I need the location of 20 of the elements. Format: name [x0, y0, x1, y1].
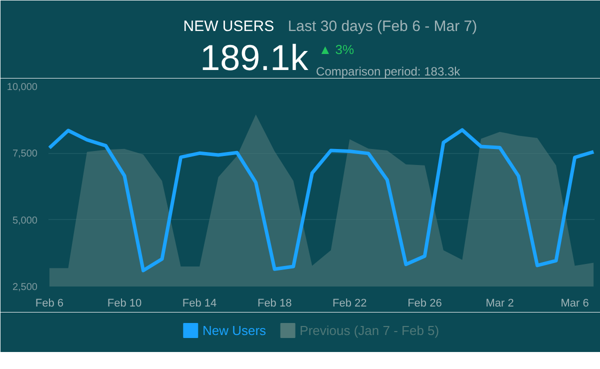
text: ▲ 3%	[318, 42, 354, 57]
y-tick-label: 2,500	[12, 282, 38, 293]
x-tick-label: Feb 18	[257, 298, 292, 310]
chart-title: NEW USERS	[183, 18, 274, 35]
x-tick-label: Feb 10	[107, 298, 142, 310]
x-tick-label: Mar 6	[560, 298, 589, 310]
legend-label: Previous (Jan 7 - Feb 5)	[300, 323, 440, 338]
y-tick-label: 10,000	[6, 82, 38, 93]
x-tick-label: Feb 26	[408, 298, 442, 310]
y-tick-label: 5,000	[12, 215, 38, 226]
x-tick-label: Mar 2	[486, 298, 514, 310]
y-tick-label: 7,500	[12, 148, 38, 160]
text: Comparison period: 183.3k	[316, 64, 462, 78]
text: Last 30 days (Feb 6 - Mar 7)	[288, 18, 478, 35]
line-series	[48, 128, 594, 272]
legend-label: New Users	[202, 323, 267, 338]
x-tick-label: Feb 14	[182, 298, 217, 310]
x-tick-label: Feb 22	[332, 298, 367, 310]
x-tick-label: Feb 6	[35, 298, 64, 310]
text: 189.1k	[200, 37, 310, 78]
